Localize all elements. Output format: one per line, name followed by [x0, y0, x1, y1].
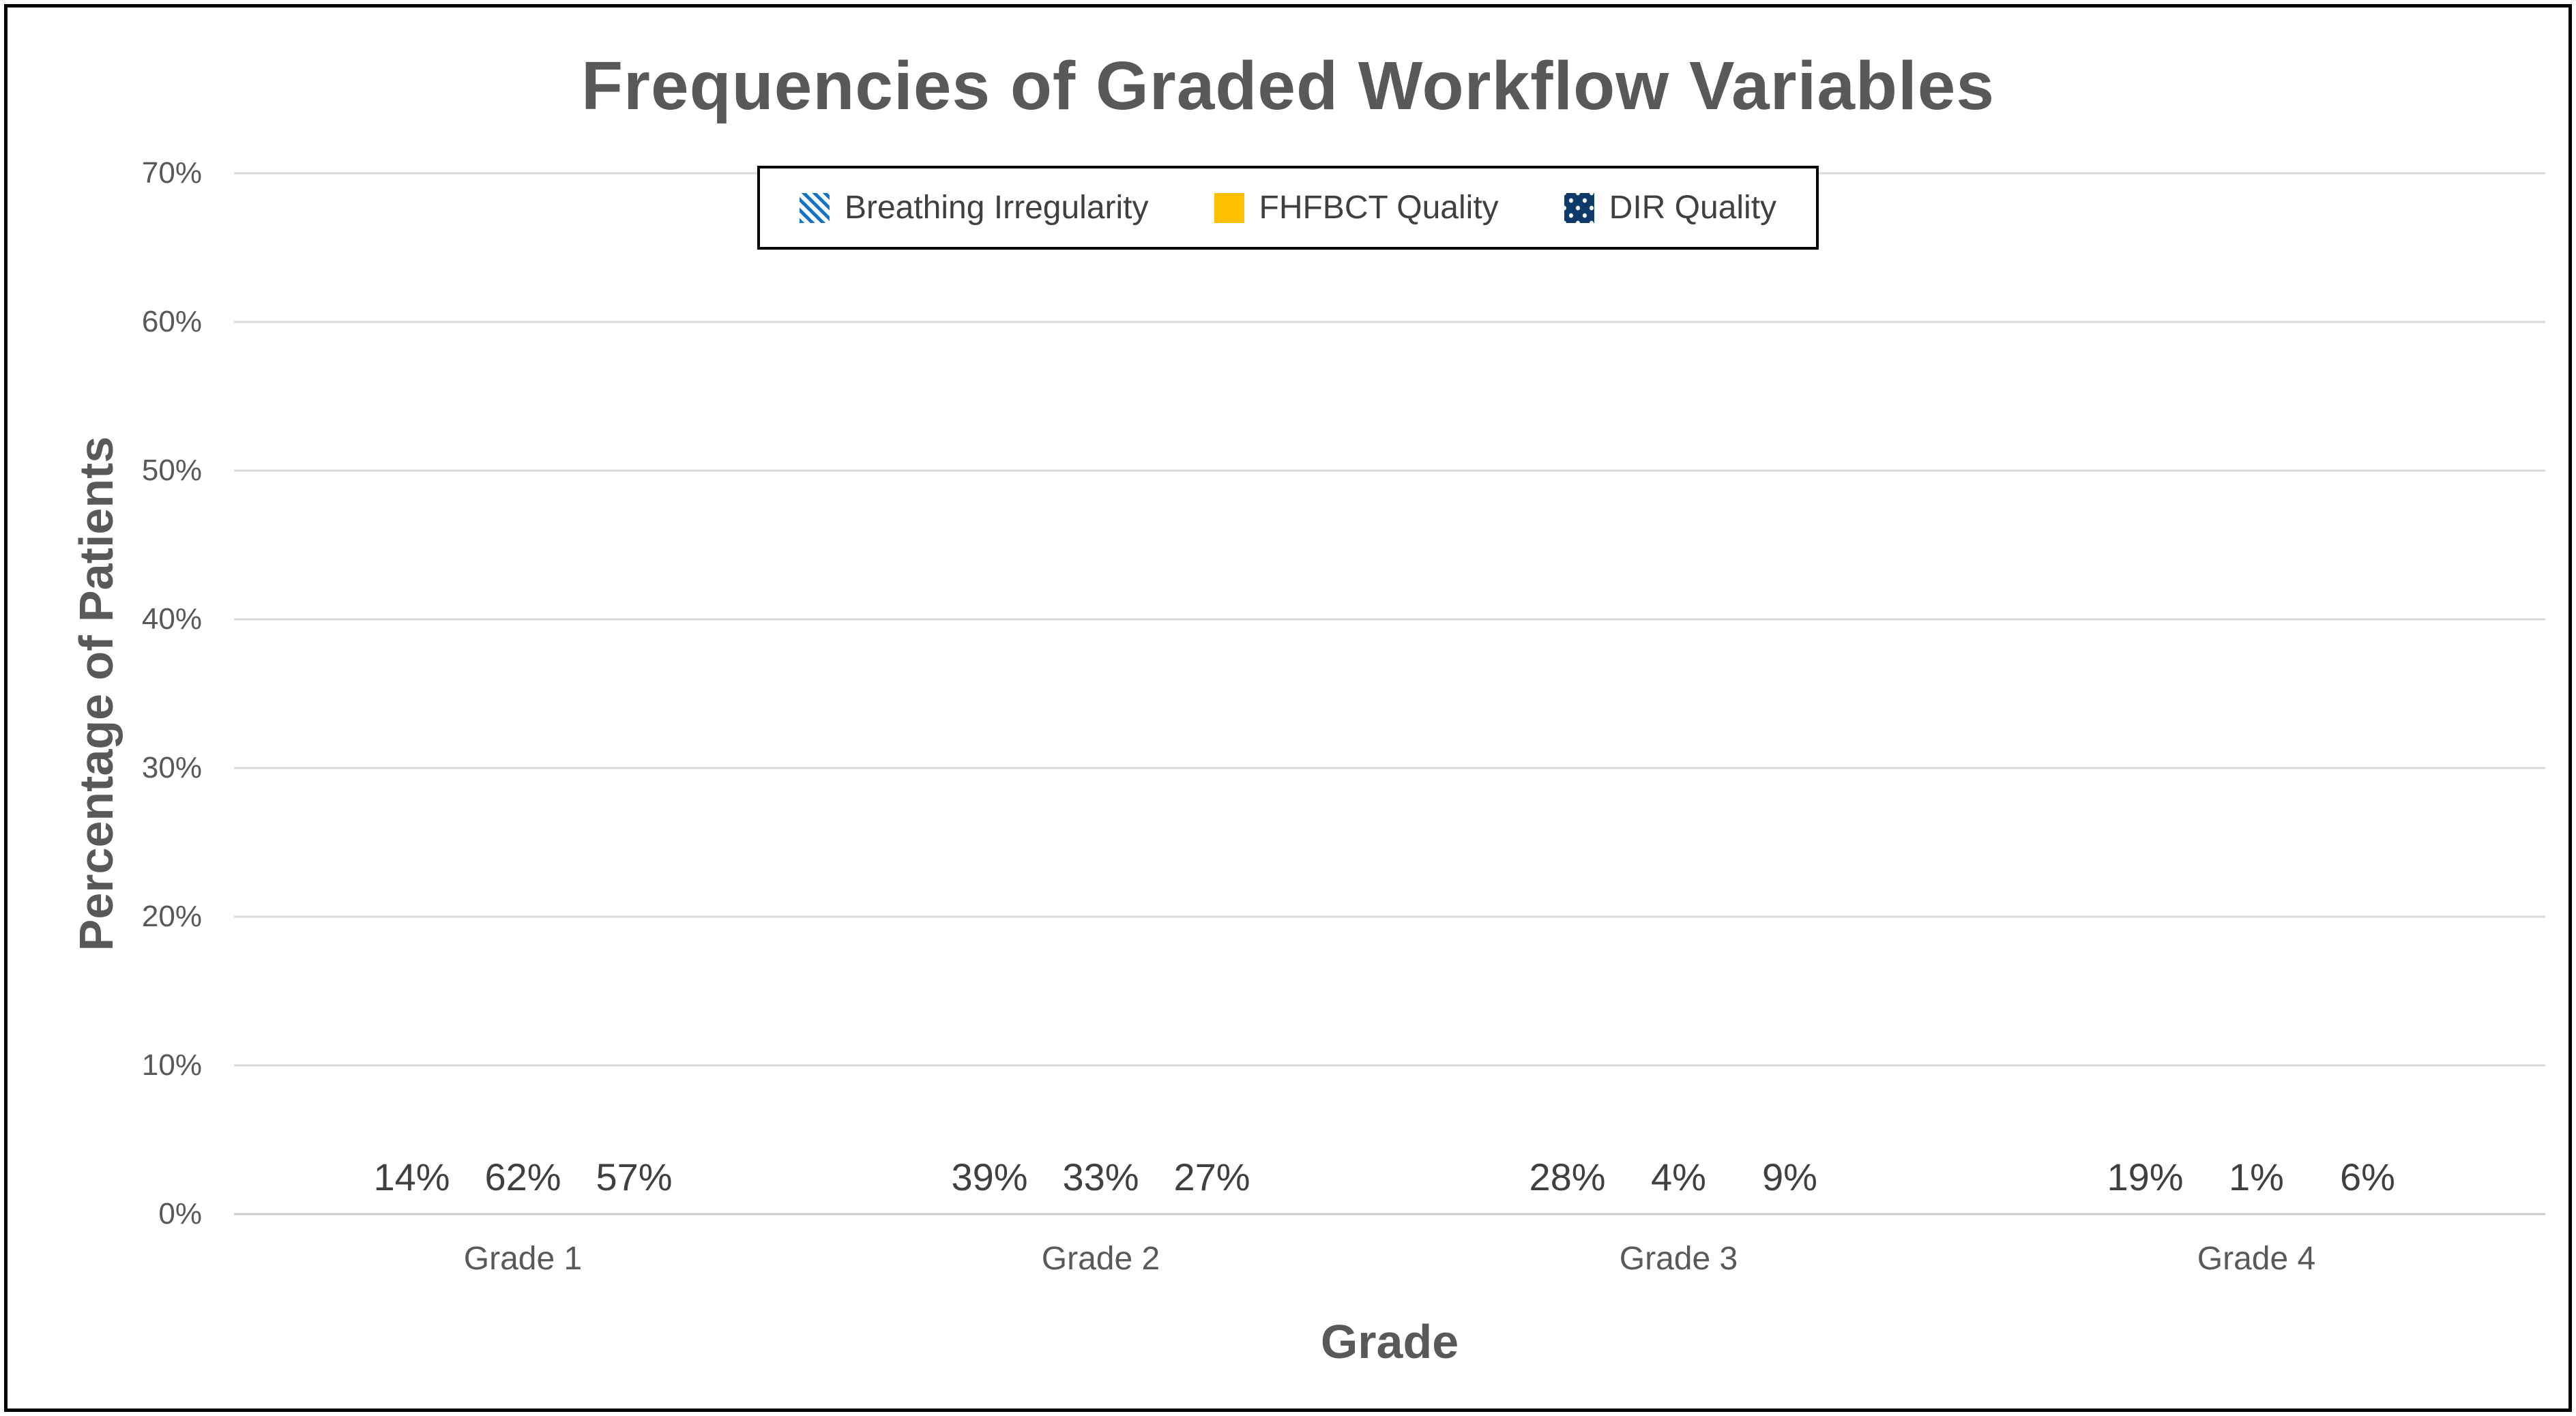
category-slot: 39% 33% 27% — [812, 173, 1390, 1214]
data-label: 28% — [1529, 1155, 1606, 1198]
category-label: Grade 3 — [1619, 1241, 1738, 1277]
gridline — [234, 767, 2545, 769]
gridline — [234, 469, 2545, 472]
data-label: 62% — [484, 1155, 561, 1198]
legend-item: Breathing Irregularity — [799, 189, 1149, 226]
x-axis-title: Grade — [1320, 1315, 1459, 1368]
gridline — [234, 321, 2545, 323]
plot-area: 14% 62% 57% 39% 33% 27% 28% 4% 9% 19% 1% 6% — [234, 172, 2545, 1215]
data-label: 6% — [2340, 1155, 2395, 1198]
legend-swatch-dots-icon — [1564, 192, 1594, 223]
legend-label: DIR Quality — [1609, 190, 1777, 226]
x-axis-category-labels: Grade 1 Grade 2 Grade 3 Grade 4 — [234, 1240, 2545, 1278]
category-slot: 28% 4% 9% — [1390, 173, 1967, 1214]
data-label: 19% — [2107, 1155, 2184, 1198]
bar-chart: Frequencies of Graded Workflow Variables… — [8, 8, 2568, 1408]
data-label: 33% — [1062, 1155, 1139, 1198]
category-label: Grade 2 — [1041, 1241, 1160, 1277]
legend-item: DIR Quality — [1564, 189, 1776, 226]
data-label: 39% — [951, 1155, 1028, 1198]
data-label: 9% — [1762, 1155, 1817, 1198]
y-tick-label: 70% — [141, 156, 202, 190]
y-tick-label: 20% — [141, 900, 202, 933]
bar-groups: 14% 62% 57% 39% 33% 27% 28% 4% 9% 19% 1% 6% — [234, 173, 2545, 1214]
data-label: 57% — [596, 1155, 673, 1198]
legend-label: Breathing Irregularity — [844, 190, 1149, 226]
data-label: 4% — [1651, 1155, 1706, 1198]
category-label: Grade 4 — [2197, 1241, 2316, 1277]
legend: Breathing Irregularity FHFBCT Quality DIR … — [757, 166, 1819, 250]
y-tick-label: 40% — [141, 602, 202, 636]
gridline — [234, 1064, 2545, 1067]
gridline — [234, 915, 2545, 918]
legend-item: FHFBCT Quality — [1214, 189, 1499, 226]
legend-label: FHFBCT Quality — [1259, 190, 1499, 226]
chart-title: Frequencies of Graded Workflow Variables — [581, 48, 1995, 124]
y-tick-label: 10% — [141, 1048, 202, 1082]
category-label: Grade 1 — [463, 1241, 583, 1277]
legend-swatch-stripes-icon — [799, 192, 830, 223]
chart-frame: Frequencies of Graded Workflow Variables… — [4, 4, 2572, 1412]
y-axis-tick-labels: 0% 10% 20% 30% 40% 50% 60% 70% — [8, 158, 202, 1229]
y-tick-label: 50% — [141, 454, 202, 487]
data-label: 1% — [2229, 1155, 2284, 1198]
y-tick-label: 30% — [141, 751, 202, 784]
data-label: 14% — [373, 1155, 450, 1198]
category-slot: 19% 1% 6% — [1967, 173, 2545, 1214]
category-slot: 14% 62% 57% — [234, 173, 812, 1214]
data-label: 27% — [1173, 1155, 1250, 1198]
legend-swatch-solid-icon — [1214, 192, 1244, 223]
y-tick-label: 60% — [141, 305, 202, 338]
y-tick-label: 0% — [158, 1197, 202, 1230]
x-axis-line — [234, 1213, 2545, 1215]
gridline — [234, 618, 2545, 621]
